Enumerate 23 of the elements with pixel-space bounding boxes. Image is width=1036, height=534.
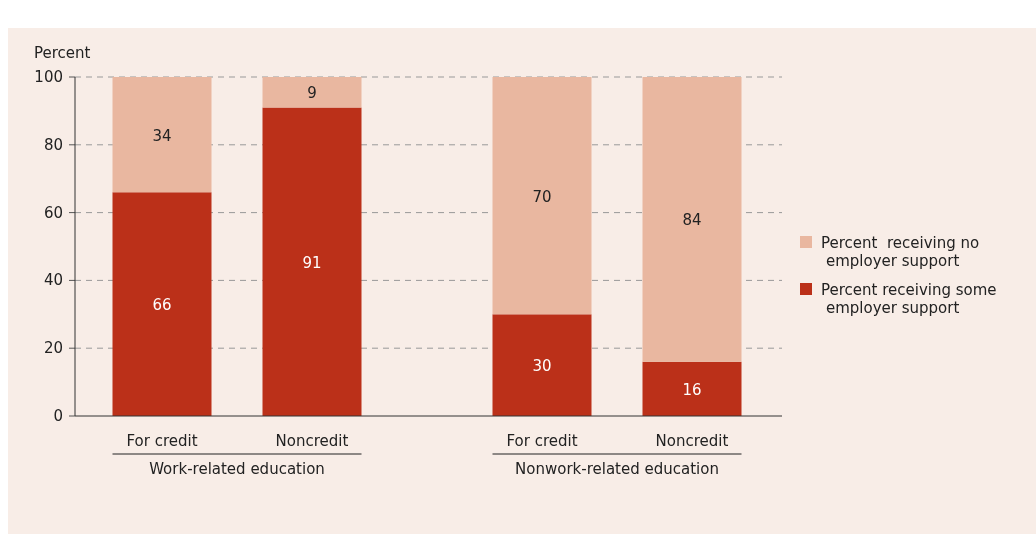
x-tick-label: Noncredit	[275, 432, 349, 450]
x-tick-label: Noncredit	[655, 432, 729, 450]
legend-label: Percent receiving some employer support	[821, 281, 997, 317]
data-label: 84	[682, 211, 702, 230]
x-tick-label: For credit	[506, 432, 578, 450]
y-tick-label: 60	[43, 203, 63, 222]
text: Work-related education	[149, 460, 325, 478]
x-tick-label: For credit	[126, 432, 198, 450]
data-label: 34	[152, 126, 172, 145]
y-tick-label: 20	[43, 339, 63, 358]
data-label: 16	[682, 380, 702, 399]
legend-label: Percent receiving no employer support	[821, 234, 980, 270]
y-tick-label: 40	[43, 271, 63, 290]
y-tick-label: 80	[43, 135, 63, 154]
y-tick-label: 100	[34, 68, 63, 86]
data-label: 9	[307, 84, 317, 103]
text: Nonwork-related education	[515, 460, 719, 478]
data-label: 91	[302, 253, 322, 272]
data-label: 70	[532, 187, 552, 206]
data-label: 66	[152, 296, 172, 315]
data-label: 30	[532, 357, 552, 376]
y-tick-label: 0	[53, 407, 63, 425]
y-axis-title: Percent	[34, 44, 91, 62]
